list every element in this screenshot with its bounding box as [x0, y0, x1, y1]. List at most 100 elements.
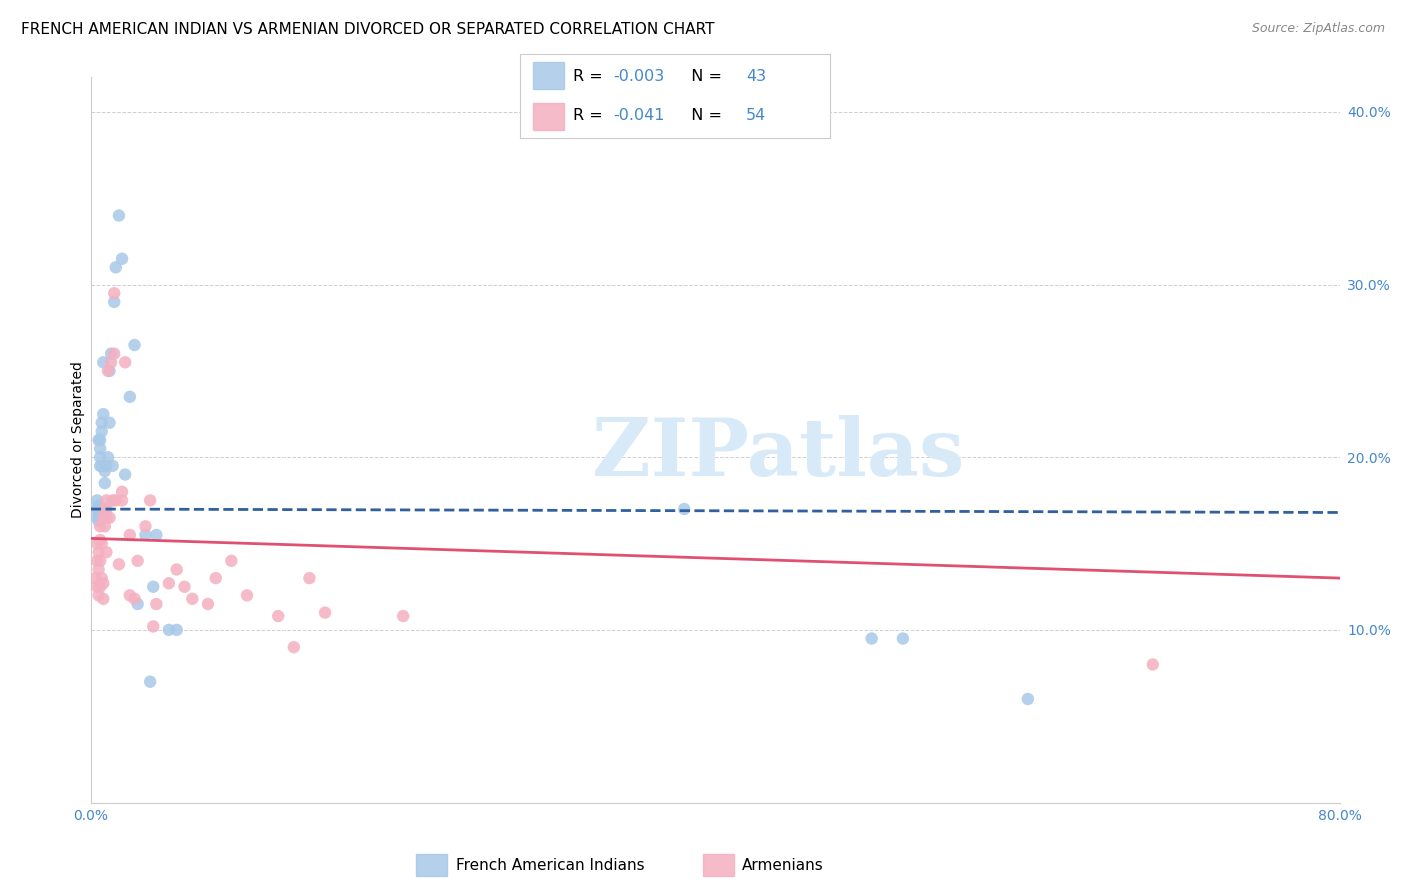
Point	[86, 502, 108, 516]
Point	[114, 355, 136, 369]
Point	[96, 458, 118, 473]
Point	[100, 346, 122, 360]
Text: 43: 43	[747, 69, 766, 84]
Point	[145, 528, 167, 542]
Point	[87, 562, 110, 576]
Point	[118, 528, 141, 542]
Point	[103, 286, 125, 301]
Point	[89, 458, 111, 473]
Point	[96, 510, 118, 524]
Point	[98, 510, 121, 524]
Point	[86, 554, 108, 568]
Point	[204, 571, 226, 585]
Text: N =: N =	[681, 69, 727, 84]
Text: French American Indians: French American Indians	[456, 858, 644, 872]
Point	[90, 571, 112, 585]
Point	[103, 346, 125, 360]
Point	[124, 338, 146, 352]
Point	[157, 576, 180, 591]
Point	[89, 554, 111, 568]
Point	[97, 450, 120, 465]
Text: -0.003: -0.003	[613, 69, 664, 84]
Point	[90, 458, 112, 473]
Point	[1017, 692, 1039, 706]
Point	[89, 442, 111, 456]
Point	[860, 632, 883, 646]
Point	[127, 554, 149, 568]
Point	[91, 591, 114, 606]
Point	[314, 606, 336, 620]
Point	[91, 355, 114, 369]
Point	[111, 252, 134, 266]
Point	[283, 640, 305, 655]
Point	[157, 623, 180, 637]
Text: 54: 54	[747, 108, 766, 123]
Point	[91, 407, 114, 421]
Point	[124, 591, 146, 606]
Point	[100, 355, 122, 369]
Point	[94, 519, 117, 533]
Point	[145, 597, 167, 611]
Point	[89, 433, 111, 447]
Point	[89, 533, 111, 548]
Point	[891, 632, 914, 646]
Point	[96, 493, 118, 508]
Point	[89, 450, 111, 465]
Point	[98, 416, 121, 430]
Bar	[416, 855, 447, 876]
Point	[96, 545, 118, 559]
Point	[89, 580, 111, 594]
Point	[181, 591, 204, 606]
Point	[91, 510, 114, 524]
Point	[103, 294, 125, 309]
Point	[108, 209, 131, 223]
Point	[90, 416, 112, 430]
Point	[87, 514, 110, 528]
Point	[673, 502, 696, 516]
Text: Source: ZipAtlas.com: Source: ZipAtlas.com	[1251, 22, 1385, 36]
Point	[86, 580, 108, 594]
Point	[142, 580, 165, 594]
Point	[87, 433, 110, 447]
Y-axis label: Divorced or Separated: Divorced or Separated	[72, 361, 86, 518]
Point	[87, 588, 110, 602]
Point	[90, 425, 112, 439]
Text: FRENCH AMERICAN INDIAN VS ARMENIAN DIVORCED OR SEPARATED CORRELATION CHART: FRENCH AMERICAN INDIAN VS ARMENIAN DIVOR…	[21, 22, 714, 37]
Point	[111, 484, 134, 499]
Text: -0.041: -0.041	[613, 108, 665, 123]
Point	[104, 260, 127, 275]
Point	[94, 464, 117, 478]
Text: R =: R =	[572, 108, 613, 123]
Point	[87, 545, 110, 559]
Point	[96, 502, 118, 516]
Point	[114, 467, 136, 482]
Point	[91, 576, 114, 591]
Point	[98, 364, 121, 378]
Point	[1142, 657, 1164, 672]
Point	[236, 588, 259, 602]
Point	[139, 674, 162, 689]
Point	[298, 571, 321, 585]
Point	[139, 493, 162, 508]
Point	[101, 458, 124, 473]
Point	[87, 499, 110, 513]
Point	[90, 536, 112, 550]
Point	[134, 528, 156, 542]
Point	[166, 562, 188, 576]
Point	[86, 493, 108, 508]
Point	[134, 519, 156, 533]
Text: R =: R =	[572, 69, 607, 84]
Point	[173, 580, 195, 594]
Bar	[533, 62, 564, 89]
Point	[86, 536, 108, 550]
Point	[118, 588, 141, 602]
Point	[94, 502, 117, 516]
Point	[127, 597, 149, 611]
Point	[101, 493, 124, 508]
Point	[267, 609, 290, 624]
Point	[87, 506, 110, 520]
Point	[94, 476, 117, 491]
Point	[392, 609, 415, 624]
Point	[142, 619, 165, 633]
Bar	[533, 103, 564, 130]
